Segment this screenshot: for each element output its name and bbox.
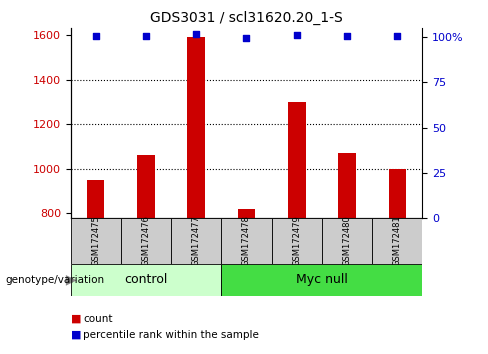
- Bar: [288, 102, 305, 218]
- Bar: [71, 264, 222, 296]
- Bar: [338, 153, 356, 218]
- Bar: [121, 218, 171, 264]
- Text: GSM172477: GSM172477: [192, 215, 201, 266]
- Text: ■: ■: [71, 330, 81, 339]
- Text: count: count: [83, 314, 112, 324]
- Text: GSM172479: GSM172479: [292, 215, 301, 266]
- Bar: [388, 169, 406, 218]
- Text: control: control: [124, 273, 168, 286]
- Bar: [137, 155, 155, 218]
- Bar: [372, 218, 422, 264]
- Point: [92, 33, 100, 39]
- Bar: [222, 218, 271, 264]
- Point: [142, 33, 150, 39]
- Point: [192, 31, 200, 37]
- Point: [393, 33, 401, 39]
- Bar: [87, 180, 104, 218]
- Text: GSM172478: GSM172478: [242, 215, 251, 266]
- Point: [243, 35, 250, 41]
- Text: GSM172480: GSM172480: [342, 215, 351, 266]
- Text: GSM172476: GSM172476: [142, 215, 151, 266]
- Polygon shape: [66, 275, 77, 286]
- Text: GSM172475: GSM172475: [91, 215, 101, 266]
- Point: [293, 32, 301, 38]
- Title: GDS3031 / scl31620.20_1-S: GDS3031 / scl31620.20_1-S: [150, 10, 343, 24]
- Bar: [271, 218, 322, 264]
- Text: ■: ■: [71, 314, 81, 324]
- Text: genotype/variation: genotype/variation: [5, 275, 104, 285]
- Bar: [71, 218, 121, 264]
- Bar: [171, 218, 222, 264]
- Text: GSM172481: GSM172481: [392, 215, 402, 266]
- Text: Myc null: Myc null: [296, 273, 347, 286]
- Point: [343, 33, 351, 39]
- Text: percentile rank within the sample: percentile rank within the sample: [83, 330, 259, 339]
- Bar: [187, 37, 205, 218]
- Bar: [222, 264, 422, 296]
- Bar: [238, 209, 255, 218]
- Bar: [322, 218, 372, 264]
